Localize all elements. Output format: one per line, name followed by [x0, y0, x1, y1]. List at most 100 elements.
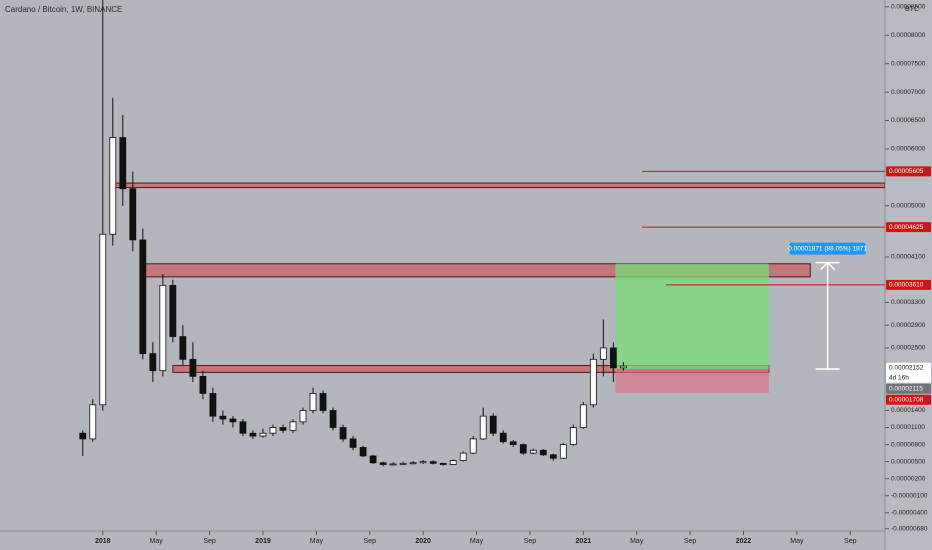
x-tick-label: 2022 [736, 538, 752, 545]
candle-body [599, 347, 607, 360]
x-tick-label: Sep [844, 538, 857, 545]
x-tick-label: 2021 [576, 538, 592, 545]
measure-arrowhead [820, 261, 836, 271]
candle-body [249, 432, 257, 437]
price-tag [886, 279, 931, 290]
x-tick-label: 2020 [415, 538, 431, 545]
y-tick-label: 0.00000500 [891, 458, 926, 465]
candle-body [189, 358, 197, 377]
y-tick-label: 0.00007000 [891, 89, 926, 96]
candle-body [469, 438, 477, 454]
candle-body [179, 336, 187, 360]
x-tick-label: May [150, 538, 164, 545]
countdown-label: 4d 16h [889, 374, 909, 381]
y-tick-label: 0.00004100 [891, 254, 926, 261]
candle-body [229, 418, 237, 423]
price-tag [886, 383, 931, 394]
x-tick-label: Sep [364, 538, 377, 545]
currency-label: BTC [905, 6, 919, 13]
candle-body [389, 463, 397, 466]
y-tick-label: 0.00000800 [891, 441, 926, 448]
y-tick-label: -0.00000400 [891, 510, 928, 517]
x-tick-label: 2018 [95, 538, 111, 545]
x-tick-label: May [470, 538, 484, 545]
y-tick-label: 0.00003300 [891, 299, 926, 306]
chart-title: Cardano / Bitcoin, 1W, BINANCE [5, 5, 122, 14]
candle-body [449, 460, 457, 465]
y-tick-label: 0.00008500 [891, 4, 926, 11]
x-tick-label: May [310, 538, 324, 545]
candle-body [459, 452, 467, 461]
candle-body [479, 415, 487, 440]
price-tag [886, 222, 931, 233]
y-tick-label: -0.00000100 [891, 492, 928, 499]
candle-body [239, 421, 247, 434]
y-tick-label: 0.00006500 [891, 117, 926, 124]
candle-body [379, 462, 387, 465]
candle-body [149, 353, 157, 372]
candle-body [569, 427, 577, 445]
target-area [615, 263, 769, 369]
candle-body [159, 284, 167, 372]
candle-body [499, 432, 507, 443]
y-tick-label: 0.00006000 [891, 146, 926, 153]
price-tag-label: 0.00003610 [889, 282, 924, 289]
candle-body [119, 137, 127, 190]
candle-body [209, 393, 217, 417]
price-tag-label: 0.00004625 [889, 224, 924, 231]
axes: 0.00008500 0.00008000 0.00007500 0.00007000… [95, 4, 931, 545]
candle-body [509, 441, 517, 445]
candle-body [349, 438, 357, 448]
y-tick-label: 0.00007500 [891, 60, 926, 67]
x-tick-label: Sep [524, 538, 537, 545]
candle-body [219, 415, 227, 420]
x-tick-label: Sep [684, 538, 697, 545]
candle-body [279, 427, 287, 431]
price-tag-label: 0.00002115 [889, 385, 923, 392]
candle-body [399, 462, 407, 465]
candle-body [289, 421, 297, 431]
stop-area [615, 368, 769, 393]
candle-body [129, 188, 137, 241]
x-tick-label: Sep [203, 538, 216, 545]
price-tag-label: 0.00001708 [889, 396, 924, 403]
price-tag [886, 166, 931, 177]
candle-body [139, 239, 147, 355]
price-tag [886, 362, 931, 383]
candle-body [89, 404, 97, 440]
candle-body [489, 415, 497, 434]
candle-body [589, 358, 597, 406]
y-tick-label: 0.00000200 [891, 475, 926, 482]
candle-body [409, 462, 417, 465]
price-tag [886, 394, 931, 405]
y-tick-label: 0.00002900 [891, 322, 926, 329]
candle-body [579, 404, 587, 428]
candle-body [369, 455, 377, 464]
candle-body [309, 393, 317, 411]
candle-body [319, 393, 327, 411]
plot-area: 0.00001871 (88.05%) 1871 [79, 0, 885, 467]
measure-label-box [789, 242, 866, 255]
candle-body [79, 432, 87, 440]
candle-body [359, 447, 367, 457]
y-tick-label: -0.00000680 [891, 525, 928, 532]
candle-body [99, 233, 107, 406]
candle-body [429, 461, 437, 464]
candle-body [439, 462, 447, 465]
candle-body [199, 375, 207, 394]
candle-body [169, 284, 177, 337]
y-tick-label: 0.00001400 [891, 407, 926, 414]
candle-body [539, 449, 547, 456]
candle-body [109, 137, 117, 235]
y-tick-label: 0.00005000 [891, 203, 926, 210]
candle-body [619, 365, 627, 369]
candle-body [259, 432, 267, 437]
candle-body [549, 454, 557, 459]
candle-body [299, 410, 307, 423]
measure-label: 0.00001871 (88.05%) 1871 [788, 245, 867, 252]
y-tick-label: 0.00008000 [891, 32, 926, 39]
y-tick-label: 0.00001100 [891, 424, 925, 431]
candle-body [609, 347, 617, 369]
y-tick-label: 0.00002500 [891, 345, 926, 352]
